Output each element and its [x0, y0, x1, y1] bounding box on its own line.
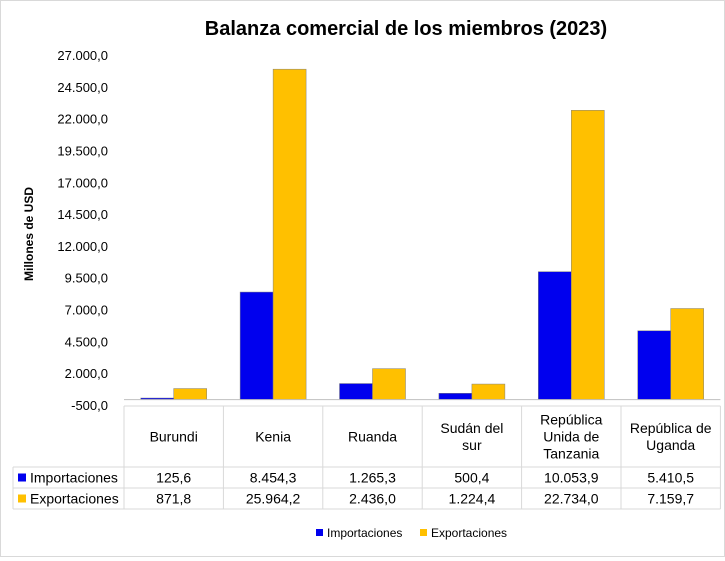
chart-title: Balanza comercial de los miembros (2023): [205, 18, 607, 40]
bar-importaciones-4: [538, 271, 572, 400]
bar-exportaciones-5: [670, 308, 704, 400]
bar-exportaciones-2: [372, 368, 406, 400]
y-tick-label: 12.000,0: [57, 239, 108, 254]
data-label: 2.436,0: [349, 491, 396, 507]
y-tick-label: 22.000,0: [57, 112, 108, 127]
series-name: Exportaciones: [30, 491, 119, 507]
category-label: Sudán del: [440, 420, 503, 436]
table-legend-key-importaciones: [18, 473, 26, 482]
bar-importaciones-3: [438, 393, 473, 400]
bar-importaciones-5: [637, 330, 671, 400]
bar-exportaciones-0: [173, 388, 207, 400]
category-label: Burundi: [150, 429, 198, 445]
y-tick-label: 19.500,0: [57, 143, 108, 158]
y-tick-label: 14.500,0: [57, 207, 108, 222]
y-tick-label: -500,0: [71, 398, 108, 413]
category-label: República de: [630, 420, 712, 436]
y-tick-label: 24.500,0: [57, 80, 108, 95]
y-tick-label: 9.500,0: [65, 271, 108, 286]
y-axis-ticks: 27.000,0 24.500,0 22.000,0 19.500,0 17.000,0…: [57, 48, 108, 413]
bar-importaciones-1: [239, 291, 274, 400]
legend-label: Importaciones: [327, 526, 402, 540]
legend-key-exportaciones: [420, 529, 427, 536]
table-legend-key-exportaciones: [18, 494, 26, 503]
data-label: 22.734,0: [544, 491, 599, 507]
data-label: 7.159,7: [647, 491, 694, 507]
legend-key-importaciones: [316, 529, 323, 536]
y-tick-label: 2.000,0: [65, 366, 108, 381]
bar-exportaciones-1: [272, 68, 307, 400]
bar-exportaciones-3: [471, 383, 506, 400]
category-label: Uganda: [646, 437, 695, 453]
category-label: Ruanda: [348, 429, 397, 445]
y-tick-label: 4.500,0: [65, 334, 108, 349]
legend-label: Exportaciones: [431, 526, 507, 540]
category-label: Kenia: [255, 429, 291, 445]
category-label: Unida de: [543, 429, 599, 445]
data-label: 1.224,4: [449, 491, 496, 507]
category-label: República: [540, 412, 602, 428]
data-label: 10.053,9: [544, 470, 599, 486]
data-label: 8.454,3: [250, 470, 297, 486]
data-label: 25.964,2: [246, 491, 301, 507]
category-label: Tanzania: [543, 446, 599, 462]
bar-exportaciones-4: [571, 110, 605, 400]
y-axis-label: Millones de USD: [22, 187, 36, 281]
legend: Importaciones Exportaciones: [316, 526, 507, 540]
y-tick-label: 7.000,0: [65, 303, 108, 318]
bars-group: [124, 68, 721, 401]
data-label: 1.265,3: [349, 470, 396, 486]
data-label: 5.410,5: [647, 470, 694, 486]
data-label: 871,8: [156, 491, 191, 507]
y-tick-label: 27.000,0: [57, 48, 108, 63]
bar-importaciones-2: [339, 383, 373, 400]
data-label: 500,4: [454, 470, 489, 486]
category-label: sur: [462, 437, 482, 453]
series-name: Importaciones: [30, 470, 118, 486]
y-tick-label: 17.000,0: [57, 175, 108, 190]
data-label: 125,6: [156, 470, 191, 486]
